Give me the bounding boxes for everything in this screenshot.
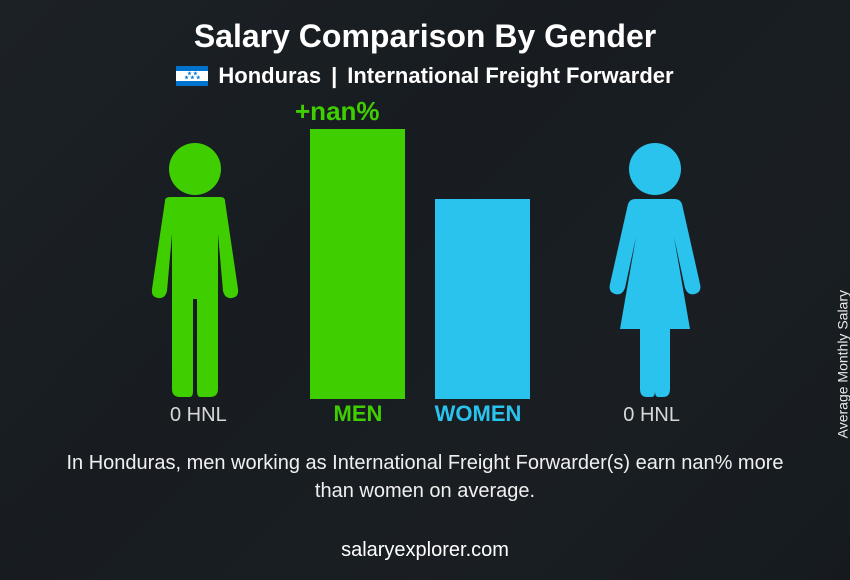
page-title: Salary Comparison By Gender [194,18,656,55]
male-figure-icon [120,139,270,399]
footer-source: salaryexplorer.com [0,539,850,562]
y-axis-label: Average Monthly Salary [834,290,850,438]
men-label: MEN [298,401,418,427]
honduras-flag-icon: ★ ★★ ★ ★ [176,66,208,86]
men-bar [310,129,405,399]
women-label: WOMEN [418,401,538,427]
women-bar [435,199,530,399]
subtitle-row: ★ ★★ ★ ★ Honduras | International Freigh… [176,63,673,89]
difference-label: +nan% [295,96,380,127]
job-title-label: International Freight Forwarder [347,63,673,89]
female-figure-icon [580,139,730,399]
comparison-chart: +nan% 0 HNL MEN WOMEN 0 HNL [100,99,750,429]
description-text: In Honduras, men working as Internationa… [65,449,785,505]
women-value: 0 HNL [623,404,680,427]
country-label: Honduras [218,63,321,89]
separator: | [331,63,337,89]
men-value: 0 HNL [170,404,227,427]
